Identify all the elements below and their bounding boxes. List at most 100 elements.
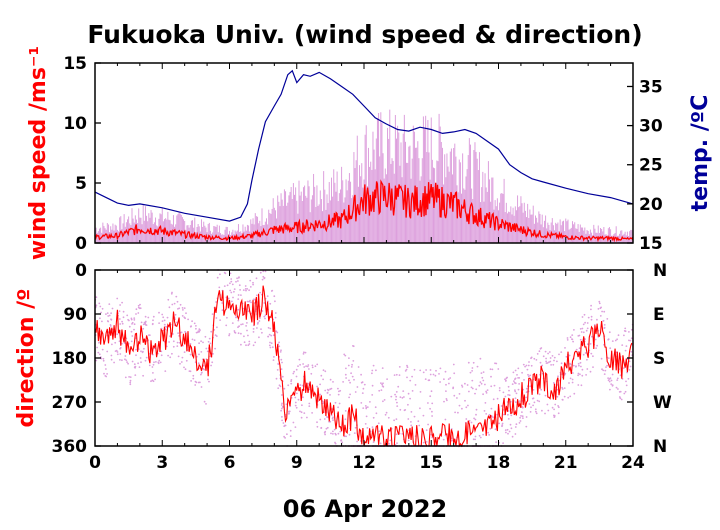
gust-direction-dot [289, 435, 292, 437]
gust-direction-dot [553, 356, 556, 359]
gust-direction-dot [584, 352, 587, 354]
gust-direction-dot [365, 406, 368, 409]
gust-direction-dot [447, 378, 450, 380]
gust-direction-dot [258, 336, 260, 339]
gust-direction-dot [284, 437, 286, 439]
gust-direction-dot [467, 361, 470, 364]
gust-direction-dot [485, 392, 488, 394]
gust-direction-dot [380, 382, 382, 384]
gust-direction-dot [590, 318, 593, 321]
gust-direction-dot [176, 345, 179, 347]
gust-direction-dot [557, 375, 559, 378]
gust-direction-dot [362, 387, 365, 390]
gust-direction-dot [344, 418, 347, 421]
gust-direction-dot [118, 318, 121, 320]
gust-direction-dot [110, 354, 113, 357]
gust-direction-dot [572, 372, 574, 374]
gust-direction-dot [540, 388, 542, 391]
gust-direction-dot [266, 295, 269, 297]
gust-direction-dot [172, 340, 175, 343]
gust-direction-dot [377, 422, 380, 425]
gust-direction-dot [520, 415, 522, 417]
gust-direction-dot [579, 338, 582, 341]
gust-direction-dot [191, 320, 194, 323]
gust-direction-dot [583, 313, 586, 316]
gust-direction-dot [278, 384, 281, 387]
gust-direction-dot [183, 351, 186, 353]
gust-direction-dot [380, 389, 383, 391]
gust-direction-dot [181, 315, 184, 317]
temperature-line [94, 69, 634, 222]
gust-direction-dot [445, 383, 447, 386]
gust-direction-dot [406, 366, 409, 369]
gust-direction-dot [207, 378, 209, 381]
gust-direction-dot [563, 387, 566, 389]
gust-direction-dot [230, 278, 233, 280]
gust-direction-dot [247, 310, 250, 313]
gust-direction-dot [514, 390, 517, 393]
gust-direction-dot [127, 362, 129, 365]
gust-direction-dot [515, 392, 518, 395]
gust-direction-dot [601, 310, 603, 313]
gust-direction-dot [617, 388, 619, 390]
gust-direction-dot [104, 364, 107, 366]
gust-direction-dot [419, 391, 422, 393]
gust-direction-dot [453, 372, 456, 375]
y-tick-label: 0 [75, 261, 87, 281]
x-tick-label: 9 [291, 453, 303, 473]
gust-direction-dot [571, 338, 573, 340]
gust-direction-dot [133, 363, 136, 366]
gust-direction-dot [228, 333, 231, 335]
gust-direction-dot [453, 394, 456, 397]
gust-direction-dot [386, 378, 388, 380]
gust-direction-dot [611, 340, 614, 342]
gust-direction-dot [554, 403, 557, 406]
gust-direction-dot [228, 334, 231, 337]
gust-direction-dot [299, 410, 301, 413]
gust-direction-dot [629, 365, 632, 368]
gust-direction-dot [113, 361, 115, 364]
gust-direction-dot [163, 323, 166, 326]
gust-direction-dot [107, 320, 110, 323]
gust-direction-dot [507, 385, 510, 388]
gust-direction-dot [525, 364, 528, 367]
gust-direction-dot [235, 280, 237, 283]
gust-direction-dot [523, 379, 525, 381]
gust-direction-dot [529, 411, 532, 413]
gust-direction-dot [209, 342, 212, 345]
gust-direction-dot [135, 313, 137, 315]
gust-direction-dot [536, 353, 539, 355]
gust-direction-dot [237, 294, 240, 296]
gust-direction-dot [579, 361, 582, 364]
wind-speed-line [94, 179, 634, 243]
gust-direction-dot [214, 347, 217, 350]
direction-series [94, 285, 633, 448]
gust-direction-dot [561, 388, 564, 390]
gust-direction-dot [337, 432, 340, 435]
gust-direction-dot [528, 403, 531, 405]
gust-direction-dot [189, 370, 192, 373]
gust-direction-dot [256, 327, 258, 329]
gust-direction-dot [581, 368, 584, 371]
gust-direction-dot [157, 361, 160, 364]
gust-direction-dot [521, 415, 524, 418]
gust-direction-dot [277, 362, 280, 365]
gust-direction-dot [623, 367, 625, 369]
gust-direction-dot [586, 358, 588, 361]
gust-direction-dot [617, 334, 620, 337]
gust-direction-dot [603, 310, 606, 313]
gust-direction-dot [98, 302, 101, 305]
gust-direction-dot [507, 418, 510, 420]
gust-direction-dot [504, 380, 507, 382]
gust-direction-dot [452, 386, 455, 389]
gust-direction-dot [474, 392, 476, 395]
gust-direction-dot [341, 441, 344, 444]
gust-direction-dot [599, 315, 602, 317]
gust-direction-dot [597, 308, 600, 310]
gust-direction-dot [571, 334, 574, 336]
gust-direction-dot [481, 376, 484, 379]
gust-direction-dot [464, 399, 466, 402]
gust-direction-dot [211, 313, 214, 315]
gust-direction-dot [351, 375, 354, 378]
gust-direction-dot [611, 384, 614, 387]
